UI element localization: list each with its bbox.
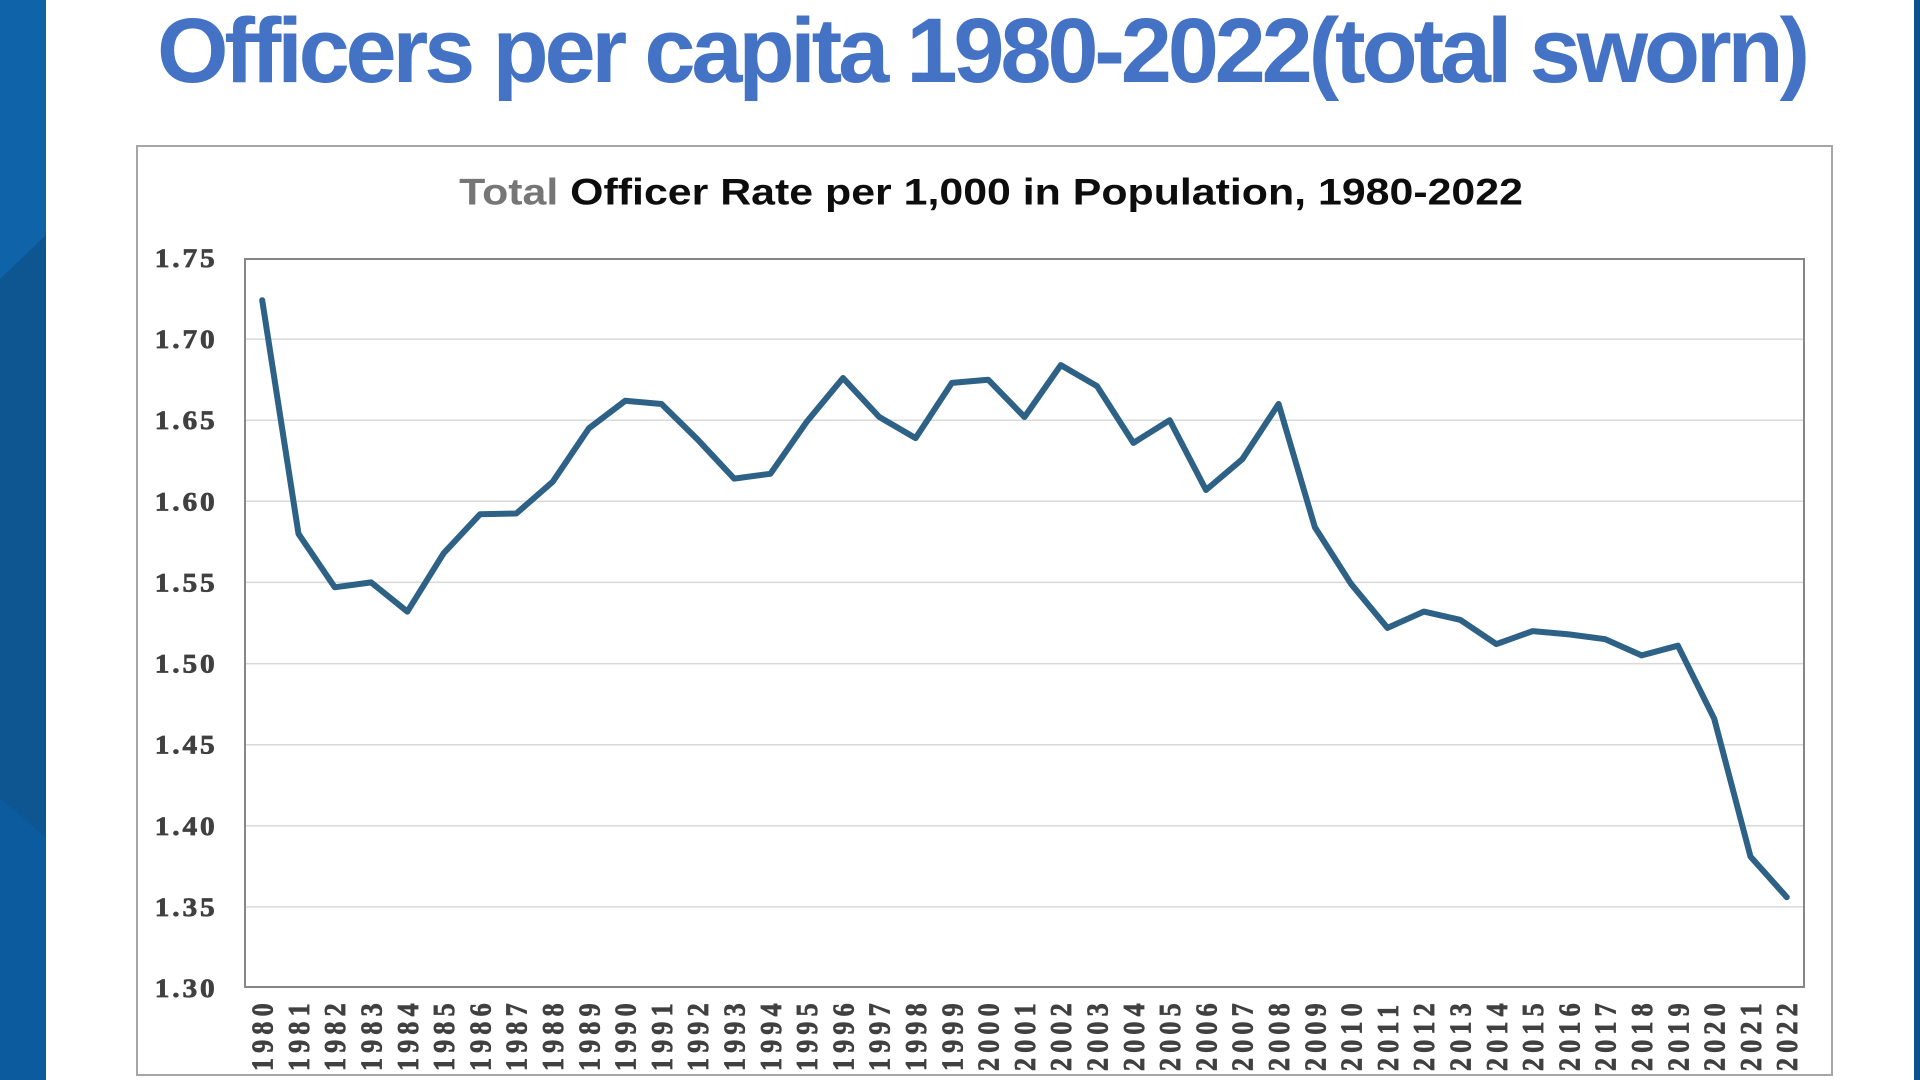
svg-text:1986: 1986: [465, 998, 498, 1071]
svg-text:2013: 2013: [1445, 998, 1478, 1071]
svg-text:2000: 2000: [973, 998, 1006, 1071]
svg-text:1983: 1983: [356, 998, 389, 1071]
svg-text:1985: 1985: [428, 998, 461, 1071]
svg-text:2010: 2010: [1336, 998, 1369, 1071]
svg-text:1996: 1996: [828, 998, 861, 1071]
svg-text:1.70: 1.70: [155, 326, 218, 355]
svg-text:1992: 1992: [682, 998, 715, 1071]
svg-text:1.65: 1.65: [155, 407, 218, 436]
svg-text:1.40: 1.40: [155, 812, 218, 841]
svg-text:1984: 1984: [392, 998, 425, 1071]
svg-text:1991: 1991: [646, 998, 679, 1071]
svg-text:2015: 2015: [1517, 998, 1550, 1071]
svg-text:2011: 2011: [1372, 1000, 1405, 1071]
svg-text:1999: 1999: [936, 998, 969, 1071]
svg-text:2006: 2006: [1191, 998, 1224, 1071]
svg-text:1.50: 1.50: [155, 650, 218, 679]
svg-text:2020: 2020: [1699, 998, 1732, 1071]
svg-text:2021: 2021: [1735, 998, 1768, 1071]
svg-text:1.75: 1.75: [155, 245, 218, 274]
svg-text:2017: 2017: [1590, 998, 1623, 1071]
svg-text:1.45: 1.45: [155, 731, 218, 760]
svg-text:1993: 1993: [719, 998, 752, 1071]
svg-text:2016: 2016: [1554, 998, 1587, 1071]
svg-text:1981: 1981: [283, 998, 316, 1071]
svg-text:1988: 1988: [537, 998, 570, 1071]
svg-text:1995: 1995: [791, 998, 824, 1071]
svg-text:Total Officer Rate per 1,000 i: Total Officer Rate per 1,000 in Populati…: [459, 171, 1523, 213]
svg-text:2002: 2002: [1045, 998, 1078, 1071]
svg-text:1.30: 1.30: [155, 975, 218, 1004]
svg-text:1990: 1990: [610, 998, 643, 1071]
svg-text:2012: 2012: [1408, 998, 1441, 1071]
svg-text:2004: 2004: [1118, 998, 1151, 1071]
svg-text:2007: 2007: [1227, 998, 1260, 1071]
svg-text:1982: 1982: [319, 998, 352, 1071]
svg-text:2019: 2019: [1662, 998, 1695, 1071]
svg-text:2005: 2005: [1154, 998, 1187, 1071]
svg-text:1.60: 1.60: [155, 488, 218, 517]
svg-text:1997: 1997: [864, 998, 897, 1071]
svg-text:1994: 1994: [755, 998, 788, 1071]
svg-text:1989: 1989: [573, 998, 606, 1071]
svg-text:1.35: 1.35: [155, 893, 218, 922]
svg-text:1.55: 1.55: [155, 569, 218, 598]
svg-text:2022: 2022: [1771, 998, 1804, 1071]
svg-text:2009: 2009: [1299, 998, 1332, 1071]
svg-text:2018: 2018: [1626, 998, 1659, 1071]
svg-text:2001: 2001: [1009, 998, 1042, 1071]
svg-text:1980: 1980: [247, 998, 280, 1071]
svg-text:2008: 2008: [1263, 998, 1296, 1071]
svg-text:2003: 2003: [1082, 998, 1115, 1071]
svg-text:2014: 2014: [1481, 998, 1514, 1071]
svg-text:1987: 1987: [501, 998, 534, 1071]
svg-text:1998: 1998: [900, 998, 933, 1071]
